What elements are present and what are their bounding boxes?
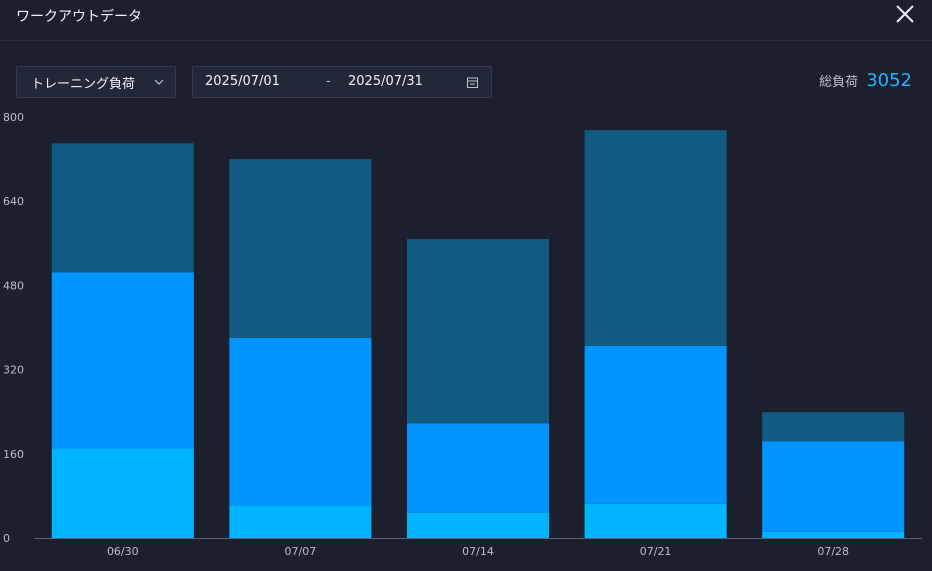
date-range-picker[interactable]: 2025/07/01 - 2025/07/31 [192, 66, 492, 98]
bar-segment[interactable] [584, 345, 727, 504]
date-separator: - [326, 74, 331, 89]
metric-select-label: トレーニング負荷 [31, 76, 136, 92]
training-load-chart: 0 160 320 480 640 800 06/30 07/07 07/14 07/21 07/… [3, 111, 922, 558]
y-axis: 0 160 320 480 640 800 [3, 111, 24, 545]
bar-segment[interactable] [51, 448, 194, 538]
bar-segment[interactable] [229, 159, 372, 339]
bar-segment[interactable] [584, 130, 727, 346]
total-load-value: 3052 [866, 70, 912, 91]
bar-segment[interactable] [229, 505, 372, 538]
titlebar: ワークアウトデータ [0, 0, 932, 41]
y-tick-label: 0 [3, 532, 10, 545]
bar-segment[interactable] [762, 531, 905, 538]
x-tick-label: 07/28 [817, 545, 849, 558]
y-tick-label: 320 [3, 364, 24, 377]
x-axis: 06/30 07/07 07/14 07/21 07/28 [107, 545, 849, 558]
x-tick-label: 07/14 [462, 545, 494, 558]
bar-segment[interactable] [406, 512, 550, 538]
bar-segment[interactable] [406, 239, 550, 424]
bar-segment[interactable] [51, 272, 194, 449]
bar-segment[interactable] [406, 423, 550, 513]
metric-select[interactable]: トレーニング負荷 [16, 66, 176, 98]
bar-segment[interactable] [762, 412, 905, 442]
x-tick-label: 06/30 [107, 545, 139, 558]
total-load-label: 総負荷 [819, 75, 859, 90]
x-tick-label: 07/21 [640, 545, 672, 558]
bar-segment[interactable] [762, 441, 905, 532]
y-tick-label: 640 [3, 195, 24, 208]
y-tick-label: 480 [3, 279, 24, 292]
bars [51, 130, 905, 538]
date-end-input[interactable]: 2025/07/31 [348, 74, 423, 89]
bar-segment[interactable] [51, 143, 194, 273]
calendar-icon[interactable] [466, 76, 479, 89]
y-tick-label: 800 [3, 111, 24, 124]
bar-segment[interactable] [584, 503, 727, 538]
window-title: ワークアウトデータ [16, 9, 142, 25]
total-load: 総負荷 3052 [819, 70, 912, 91]
chevron-down-icon [154, 79, 164, 85]
x-tick-label: 07/07 [285, 545, 317, 558]
y-tick-label: 160 [3, 448, 24, 461]
close-icon[interactable] [894, 3, 916, 25]
bar-segment[interactable] [229, 338, 372, 506]
date-start-input[interactable]: 2025/07/01 [205, 74, 280, 89]
